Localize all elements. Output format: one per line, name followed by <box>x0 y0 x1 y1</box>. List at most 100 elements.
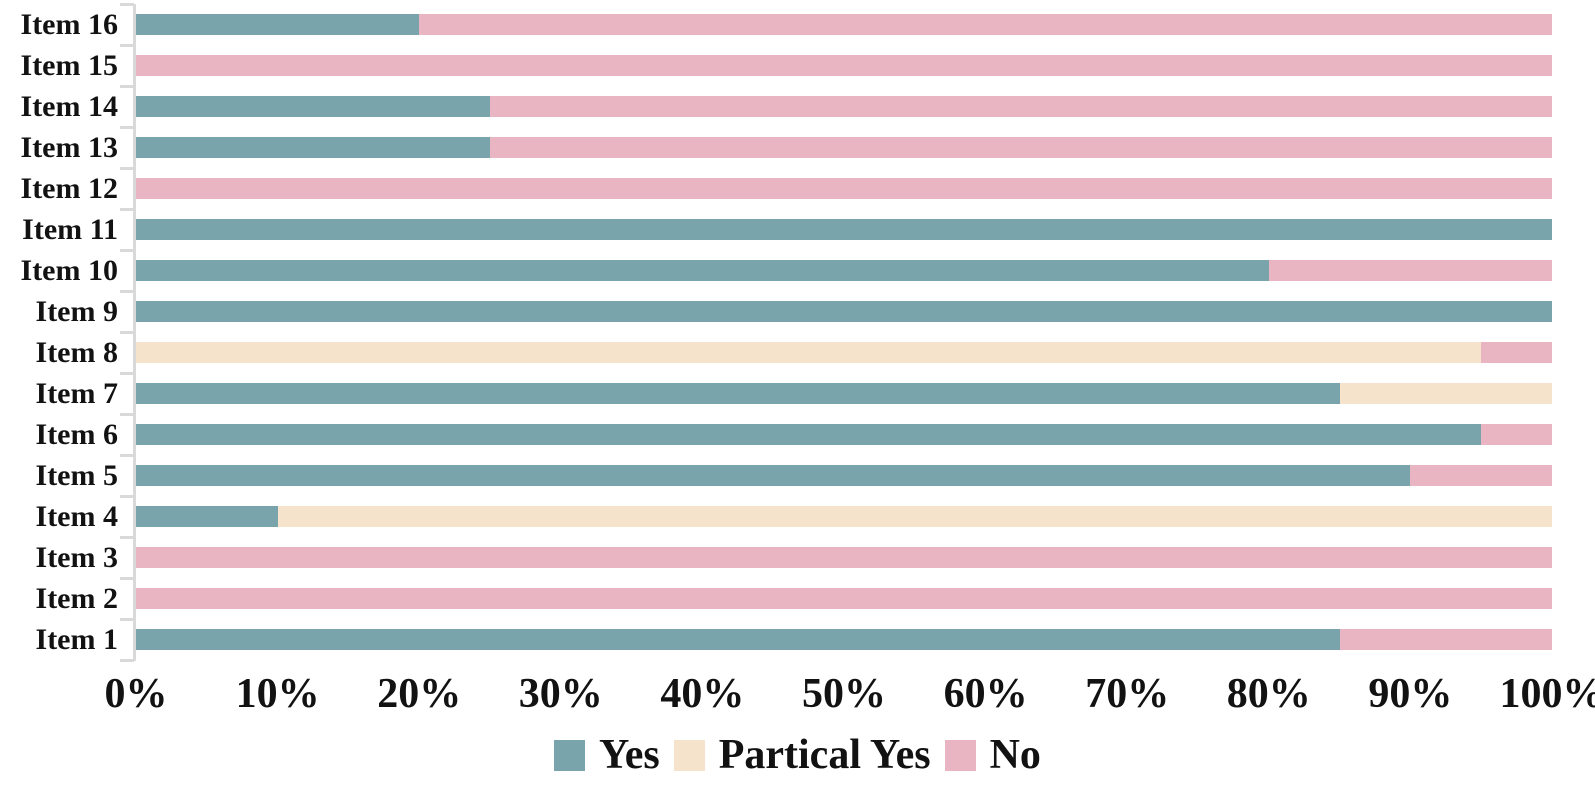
bar-segment-no <box>136 588 1552 609</box>
bar-track <box>136 55 1552 76</box>
chart-row: Item 6 <box>0 414 1595 455</box>
y-axis-tick <box>120 290 134 293</box>
bar-track <box>136 465 1552 486</box>
bar-segment-yes <box>136 506 278 527</box>
category-label: Item 14 <box>20 90 118 123</box>
x-axis-tick-label: 0% <box>104 671 168 717</box>
y-axis-tick <box>120 372 134 375</box>
x-axis-tick-label: 80% <box>1226 671 1311 717</box>
y-axis-tick <box>120 331 134 334</box>
chart-row: Item 2 <box>0 578 1595 619</box>
legend-swatch-yes <box>554 739 586 771</box>
bar-segment-yes <box>136 301 1552 322</box>
chart-row: Item 13 <box>0 127 1595 168</box>
chart-row: Item 3 <box>0 537 1595 578</box>
bar-segment-yes <box>136 629 1340 650</box>
category-label: Item 2 <box>35 582 118 615</box>
x-axis-tick-label: 10% <box>235 671 320 717</box>
bar-track <box>136 260 1552 281</box>
bar-track <box>136 629 1552 650</box>
category-label: Item 7 <box>35 377 118 410</box>
chart-row: Item 14 <box>0 86 1595 127</box>
bar-segment-partical-yes <box>1339 383 1552 404</box>
legend-label: Yes <box>599 732 660 778</box>
y-axis-tick <box>120 495 134 498</box>
x-axis-tick-label: 50% <box>802 671 886 717</box>
category-label: Item 6 <box>35 418 118 451</box>
bar-segment-no <box>1481 424 1552 445</box>
bar-track <box>136 96 1552 117</box>
category-label: Item 4 <box>35 500 118 533</box>
y-axis-tick <box>120 85 134 88</box>
bar-segment-no <box>1481 342 1552 363</box>
chart-row: Item 1 <box>0 619 1595 660</box>
category-label: Item 16 <box>20 8 118 41</box>
legend: Yes Partical Yes No <box>0 727 1595 783</box>
bar-track <box>136 547 1552 568</box>
y-axis-tick <box>120 126 134 129</box>
bar-segment-no <box>1268 260 1552 281</box>
legend-swatch-partical-yes <box>673 739 705 771</box>
bar-segment-no <box>136 547 1552 568</box>
bar-segment-yes <box>136 424 1482 445</box>
x-axis-tick-label: 90% <box>1368 671 1453 717</box>
chart-row: Item 15 <box>0 45 1595 86</box>
x-axis-tick-label: 30% <box>518 671 603 717</box>
bar-track <box>136 506 1552 527</box>
legend-item-yes: Yes <box>554 729 660 781</box>
y-axis-tick <box>120 44 134 47</box>
x-axis-tick-label: 100% <box>1499 671 1595 717</box>
bar-track <box>136 301 1552 322</box>
category-label: Item 8 <box>35 336 118 369</box>
category-label: Item 5 <box>35 459 118 492</box>
legend-label: Partical Yes <box>718 732 931 778</box>
bar-segment-no <box>419 14 1552 35</box>
legend-swatch-no <box>944 739 976 771</box>
x-axis-tick-label: 20% <box>377 671 462 717</box>
chart-row: Item 16 <box>0 4 1595 45</box>
legend-item-no: No <box>944 729 1041 781</box>
bar-segment-yes <box>136 96 490 117</box>
x-axis-tick-label: 70% <box>1085 671 1170 717</box>
chart-row: Item 11 <box>0 209 1595 250</box>
bar-segment-partical-yes <box>277 506 1552 527</box>
category-label: Item 10 <box>20 254 118 287</box>
y-axis-tick <box>120 413 134 416</box>
bar-segment-no <box>490 96 1552 117</box>
bar-segment-yes <box>136 219 1552 240</box>
x-axis-tick-label: 40% <box>660 671 745 717</box>
bar-segment-no <box>136 178 1552 199</box>
bar-track <box>136 137 1552 158</box>
y-axis-line <box>133 4 136 661</box>
chart-row: Item 5 <box>0 455 1595 496</box>
category-label: Item 15 <box>20 49 118 82</box>
chart-row: Item 7 <box>0 373 1595 414</box>
y-axis-tick <box>120 536 134 539</box>
bar-segment-no <box>1339 629 1552 650</box>
y-axis-tick <box>120 618 134 621</box>
legend-label: No <box>989 732 1041 778</box>
y-axis-tick <box>120 3 134 6</box>
y-axis-tick <box>120 454 134 457</box>
bar-segment-no <box>136 55 1552 76</box>
bar-segment-yes <box>136 383 1340 404</box>
bar-segment-yes <box>136 14 420 35</box>
bar-track <box>136 14 1552 35</box>
chart-row: Item 12 <box>0 168 1595 209</box>
chart-row: Item 4 <box>0 496 1595 537</box>
bar-track <box>136 342 1552 363</box>
y-axis-tick <box>120 208 134 211</box>
bar-segment-yes <box>136 137 490 158</box>
bar-segment-yes <box>136 260 1269 281</box>
bar-track <box>136 424 1552 445</box>
category-label: Item 13 <box>20 131 118 164</box>
bar-segment-partical-yes <box>136 342 1482 363</box>
category-label: Item 11 <box>22 213 118 246</box>
bar-track <box>136 178 1552 199</box>
category-label: Item 1 <box>35 623 118 656</box>
bar-segment-no <box>490 137 1552 158</box>
chart-row: Item 10 <box>0 250 1595 291</box>
chart-row: Item 8 <box>0 332 1595 373</box>
bar-track <box>136 588 1552 609</box>
